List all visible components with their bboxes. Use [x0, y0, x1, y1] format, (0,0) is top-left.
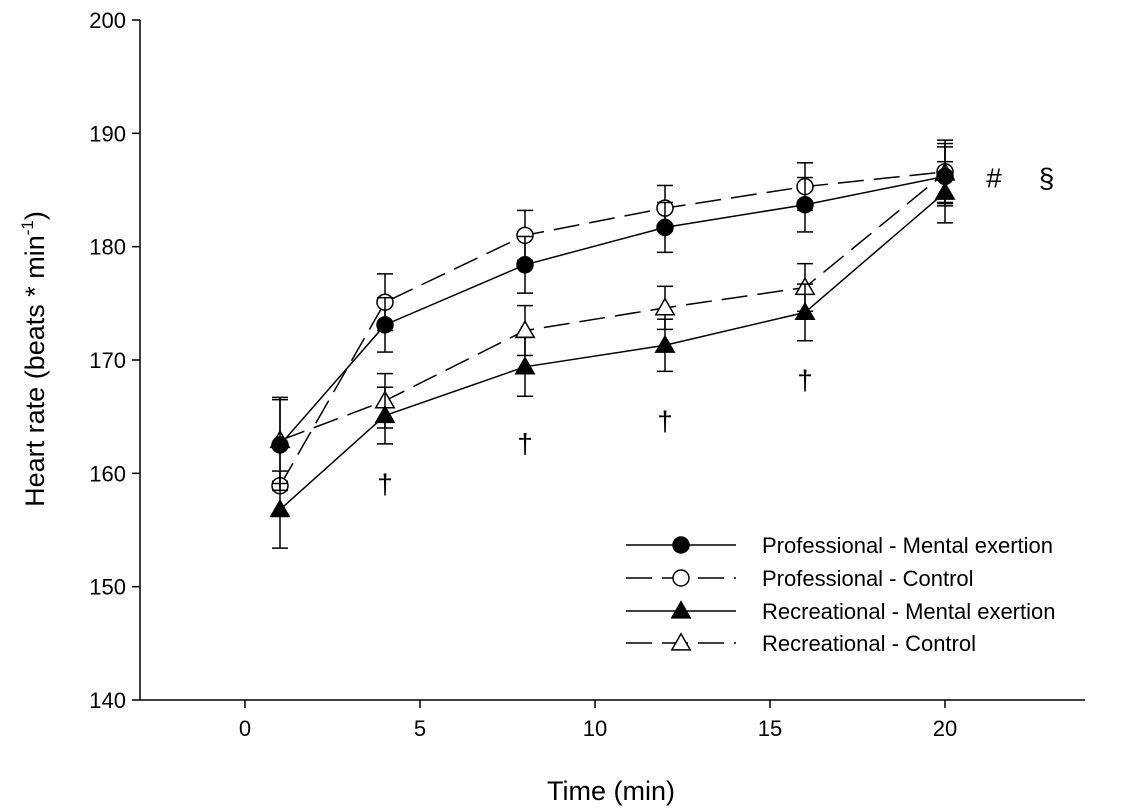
y-tick-label: 180 [89, 235, 126, 260]
series-layer [269, 139, 956, 549]
legend: Professional - Mental exertion Profession… [626, 533, 1055, 656]
annotation-symbol: † [657, 405, 673, 436]
x-tick-label: 20 [933, 716, 957, 741]
y-axis-label-close: ) [20, 211, 50, 220]
annotation-symbol: § [1039, 163, 1055, 194]
annotation-symbol: # [986, 163, 1002, 194]
legend-item-recreational-mental: Recreational - Mental exertion [626, 599, 1055, 624]
x-tick-label: 10 [583, 716, 607, 741]
y-tick-label: 170 [89, 348, 126, 373]
data-point [376, 316, 394, 334]
data-point [269, 498, 291, 518]
legend-label: Recreational - Control [762, 631, 976, 656]
legend-marker [672, 569, 690, 587]
y-axis-label-main: Heart rate (beats * min [20, 235, 50, 507]
y-tick-label: 160 [89, 461, 126, 486]
series-professional-control [271, 139, 954, 495]
annotations-layer: † † † † # § [377, 163, 1054, 500]
series-line [279, 175, 946, 446]
data-point [654, 297, 676, 316]
legend-label: Professional - Mental exertion [762, 533, 1053, 558]
axes: 140 150 160 170 180 190 200 0 5 10 15 20 [89, 8, 1085, 741]
legend-marker [672, 536, 690, 554]
x-axis-label: Time (min) [547, 776, 675, 806]
series-professional-mental [271, 146, 954, 492]
x-tick-label: 15 [758, 716, 782, 741]
annotation-symbol: † [797, 364, 813, 395]
series-line [279, 171, 946, 487]
legend-item-professional-control: Professional - Control [626, 566, 974, 591]
annotation-symbol: † [377, 469, 393, 500]
data-point [656, 218, 674, 237]
legend-item-professional-mental: Professional - Mental exertion [626, 533, 1053, 558]
legend-marker [670, 632, 692, 651]
legend-label: Professional - Control [762, 566, 974, 591]
data-point [516, 256, 534, 274]
y-axis-label: Heart rate (beats * min-1) [18, 211, 50, 507]
y-tick-label: 150 [89, 575, 126, 600]
series-line [279, 172, 946, 442]
data-point [271, 436, 289, 454]
x-tick-label: 5 [414, 716, 426, 741]
annotation-symbol: † [517, 428, 533, 459]
y-tick-label: 200 [89, 8, 126, 33]
y-axis-label-superscript: -1 [18, 220, 37, 235]
legend-item-recreational-control: Recreational - Control [626, 631, 976, 656]
data-point [794, 301, 816, 321]
legend-marker [670, 600, 692, 619]
series-recreational-mental [269, 160, 956, 549]
series-line [279, 191, 946, 511]
data-point [934, 181, 956, 200]
legend-label: Recreational - Mental exertion [762, 599, 1055, 624]
x-tick-label: 0 [239, 716, 251, 741]
data-point [514, 356, 536, 375]
data-point [654, 334, 676, 353]
y-tick-label: 140 [89, 688, 126, 713]
y-tick-label: 190 [89, 121, 126, 146]
data-point [374, 404, 396, 424]
data-point [796, 195, 814, 214]
